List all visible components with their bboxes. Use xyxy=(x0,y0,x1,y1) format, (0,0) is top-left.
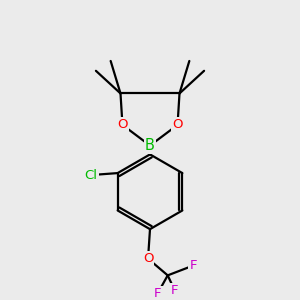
Text: O: O xyxy=(143,252,153,265)
Text: O: O xyxy=(172,118,183,131)
Text: F: F xyxy=(190,259,197,272)
Text: O: O xyxy=(117,118,128,131)
Text: F: F xyxy=(171,284,178,297)
Text: F: F xyxy=(154,286,162,300)
Text: Cl: Cl xyxy=(85,169,98,182)
Text: B: B xyxy=(145,138,155,153)
